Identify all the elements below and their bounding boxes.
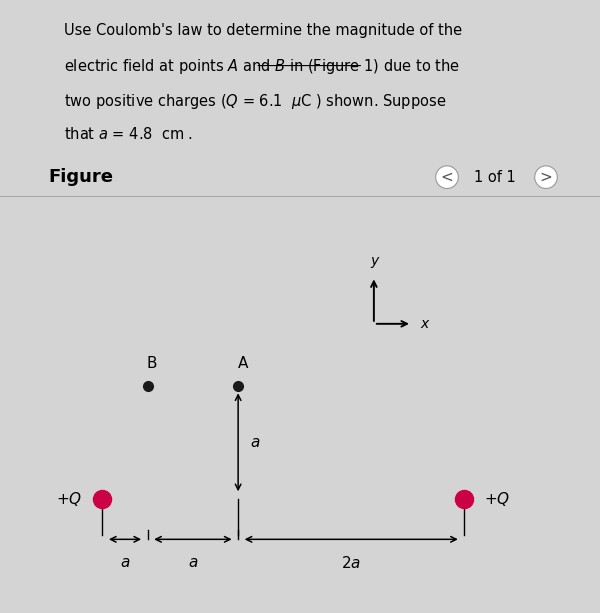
Text: $+Q$: $+Q$ — [56, 490, 82, 508]
Text: $+Q$: $+Q$ — [484, 490, 511, 508]
Text: electric field at points $\mathit{A}$ and $\mathit{B}$ in (Figure 1) due to the: electric field at points $\mathit{A}$ an… — [64, 58, 460, 76]
Text: $a$: $a$ — [188, 555, 198, 570]
Text: B: B — [147, 356, 157, 371]
Text: Use Coulomb's law to determine the magnitude of the: Use Coulomb's law to determine the magni… — [64, 23, 462, 38]
Text: <: < — [440, 170, 454, 185]
Text: A: A — [238, 356, 248, 371]
Text: 1 of 1: 1 of 1 — [474, 170, 516, 185]
Text: Figure: Figure — [48, 168, 113, 186]
Text: that $a$ = 4.8  cm .: that $a$ = 4.8 cm . — [64, 126, 193, 142]
Text: $2a$: $2a$ — [341, 555, 361, 571]
Text: $y$: $y$ — [370, 255, 381, 270]
Text: >: > — [539, 170, 553, 185]
Text: $x$: $x$ — [420, 317, 431, 331]
Text: $a$: $a$ — [120, 555, 130, 570]
Text: $a$: $a$ — [250, 435, 260, 450]
Text: two positive charges ($Q$ = 6.1  $\mu$C ) shown. Suppose: two positive charges ($Q$ = 6.1 $\mu$C )… — [64, 92, 446, 111]
